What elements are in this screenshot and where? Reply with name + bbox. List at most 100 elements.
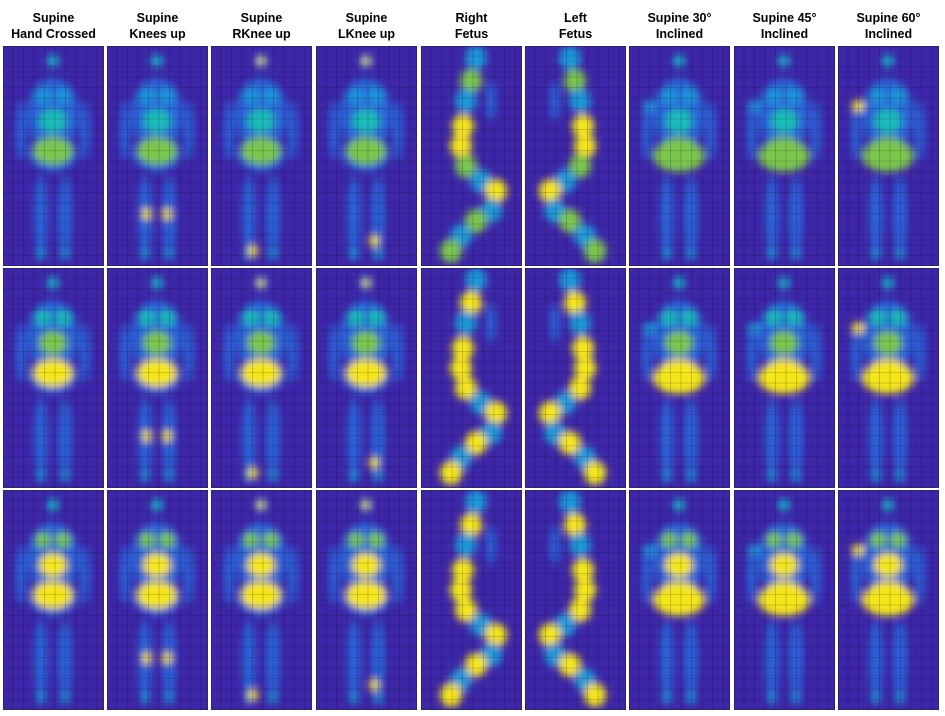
column-subtitle: LKnee up xyxy=(338,27,395,41)
pressure-blob xyxy=(569,311,591,335)
body-shape xyxy=(224,276,298,482)
pressure-blob xyxy=(247,553,275,577)
pressure-blob xyxy=(35,88,51,104)
pressure-blob xyxy=(550,303,560,343)
pressure-blob xyxy=(369,679,379,691)
pressure-blob xyxy=(362,279,370,287)
pressure-blob xyxy=(58,398,72,478)
pressure-blob xyxy=(569,533,591,557)
pressure-blob xyxy=(559,268,581,292)
pressure-blob xyxy=(643,100,655,112)
body-shape xyxy=(851,276,925,482)
pressure-blob xyxy=(137,581,177,609)
pressure-blob xyxy=(362,501,370,509)
pressure-blob xyxy=(137,137,177,165)
pressure-blob xyxy=(288,101,298,161)
pressure-blob xyxy=(224,101,234,161)
pressure-blob xyxy=(915,101,925,161)
pressure-blob xyxy=(247,109,275,133)
pressure-blob xyxy=(686,470,696,482)
pressure-blob xyxy=(346,359,386,387)
pressure-blob xyxy=(346,137,386,165)
pressure-blob xyxy=(642,101,652,161)
pressure-blob xyxy=(661,310,677,326)
pressure-blob xyxy=(569,89,591,113)
body-shape xyxy=(851,498,925,704)
column-title: Supine xyxy=(346,11,388,25)
pressure-blob xyxy=(684,398,698,478)
pressure-blob xyxy=(139,310,155,326)
pressure-blob xyxy=(485,623,507,647)
pressure-blob xyxy=(871,692,881,704)
pressure-blob xyxy=(34,620,48,700)
pressure-blob xyxy=(288,323,298,383)
pressure-blob xyxy=(767,470,777,482)
pressure-blob xyxy=(247,331,275,355)
pressure-blob xyxy=(263,88,279,104)
pressure-blob xyxy=(915,545,925,605)
body-shape xyxy=(440,268,507,485)
pressure-blob xyxy=(36,248,46,260)
pressure-map xyxy=(211,46,312,266)
pressure-blob xyxy=(36,470,46,482)
pressure-map xyxy=(3,490,104,710)
column-subtitle: Fetus xyxy=(559,27,592,41)
pressure-blob xyxy=(871,248,881,260)
pressure-blob xyxy=(765,176,779,256)
pressure-map xyxy=(421,46,522,266)
pressure-blob xyxy=(184,323,194,383)
pressure-blob xyxy=(780,501,788,509)
pressure-blob xyxy=(851,101,861,161)
pressure-blob xyxy=(811,545,821,605)
pressure-blob xyxy=(684,176,698,256)
body-shape xyxy=(642,276,716,482)
pressure-blob xyxy=(486,303,496,343)
pressure-blob xyxy=(248,689,258,701)
pressure-blob xyxy=(665,109,693,133)
pressure-blob xyxy=(675,279,683,287)
body-shape xyxy=(539,490,606,707)
pressure-map xyxy=(211,490,312,710)
pressure-blob xyxy=(765,620,779,700)
pressure-blob xyxy=(263,532,279,548)
pressure-blob xyxy=(347,176,361,256)
pressure-map xyxy=(107,268,208,488)
pressure-blob xyxy=(870,532,886,548)
pressure-blob xyxy=(870,88,886,104)
pressure-blob xyxy=(80,545,90,605)
pressure-blob xyxy=(58,620,72,700)
pressure-blob xyxy=(349,248,359,260)
pressure-map xyxy=(421,490,522,710)
column-title: Supine 45° xyxy=(752,11,816,25)
pressure-blob xyxy=(706,323,716,383)
pressure-blob xyxy=(572,114,594,138)
pressure-blob xyxy=(164,692,174,704)
column-title: Supine xyxy=(241,11,283,25)
pressure-blob xyxy=(140,692,150,704)
pressure-blob xyxy=(770,109,798,133)
pressure-blob xyxy=(368,310,384,326)
pressure-blob xyxy=(681,88,697,104)
pressure-blob xyxy=(139,532,155,548)
pressure-blob xyxy=(791,248,801,260)
pressure-blob xyxy=(140,248,150,260)
pressure-map xyxy=(525,268,626,488)
pressure-blob xyxy=(486,525,496,565)
pressure-blob xyxy=(241,137,281,165)
pressure-blob xyxy=(915,323,925,383)
pressure-blob xyxy=(871,470,881,482)
column-subtitle: Inclined xyxy=(865,27,912,41)
pressure-blob xyxy=(257,57,265,65)
pressure-blob xyxy=(791,470,801,482)
pressure-blob xyxy=(786,88,802,104)
pressure-map xyxy=(107,46,208,266)
pressure-blob xyxy=(539,401,561,425)
pressure-blob xyxy=(368,88,384,104)
pressure-map xyxy=(629,46,730,266)
body-shape xyxy=(539,268,606,485)
pressure-map xyxy=(734,490,835,710)
pressure-blob xyxy=(455,89,477,113)
pressure-blob xyxy=(352,109,380,133)
pressure-blob xyxy=(485,401,507,425)
